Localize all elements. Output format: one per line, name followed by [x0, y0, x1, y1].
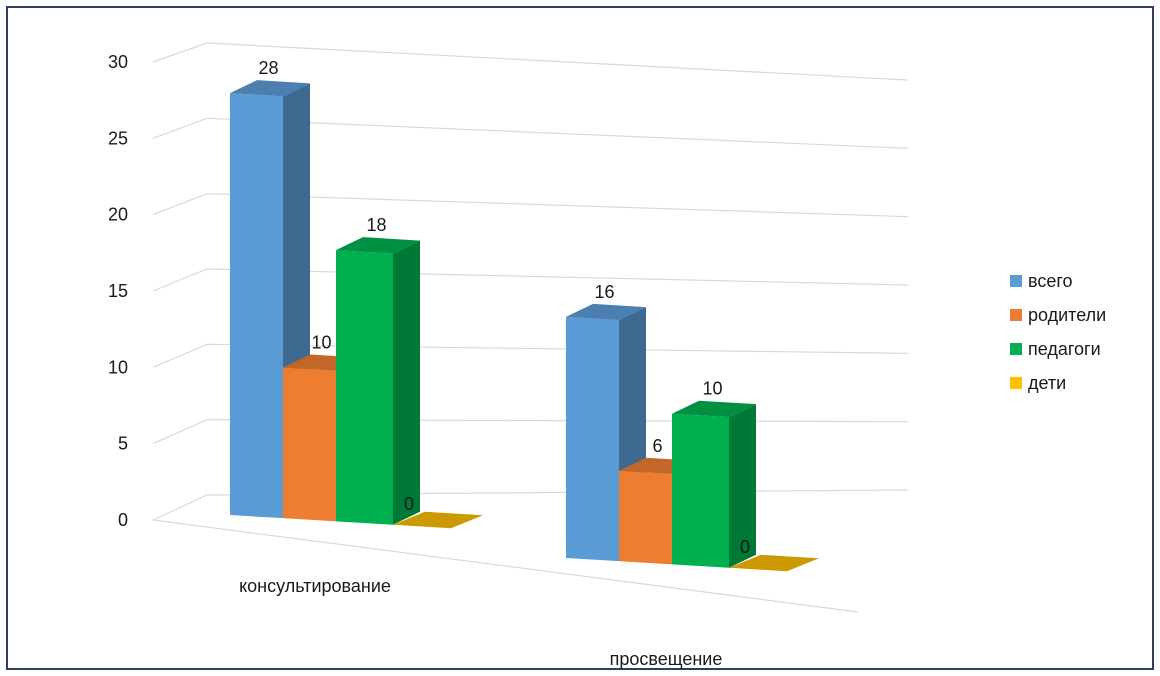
y-tick-label: 0	[118, 510, 128, 530]
bars	[230, 80, 819, 572]
floor-edge	[152, 519, 859, 613]
legend-label: родители	[1028, 304, 1107, 325]
data-label: 18	[366, 215, 386, 235]
y-tick-label: 5	[118, 434, 128, 454]
bar-1-3	[729, 554, 819, 572]
legend-item: всего	[1010, 264, 1106, 298]
legend-item: педагоги	[1010, 332, 1106, 366]
legend-item: родители	[1010, 298, 1106, 332]
legend-item: дети	[1010, 366, 1106, 400]
data-label: 0	[740, 537, 750, 557]
bar-0-3	[393, 511, 483, 529]
y-axis-ticks: 0 5 10 15 20 25 30	[108, 52, 128, 530]
legend-swatch	[1010, 309, 1022, 321]
data-label: 28	[258, 58, 278, 78]
legend-swatch	[1010, 377, 1022, 389]
legend-label: дети	[1028, 372, 1067, 393]
gridline	[152, 343, 909, 368]
legend-label: педагоги	[1028, 338, 1101, 359]
data-label: 16	[594, 282, 614, 302]
legend-swatch	[1010, 275, 1022, 287]
legend: всего родители педагоги дети	[1010, 264, 1106, 400]
gridline	[152, 42, 909, 81]
category-label: просвещение	[610, 649, 723, 669]
gridline	[152, 193, 909, 218]
bar-1-2	[672, 400, 756, 568]
y-tick-label: 10	[108, 357, 128, 377]
data-labels: 28 10 18 0 16 6 10 0	[258, 58, 750, 557]
data-label: 10	[311, 333, 331, 353]
legend-swatch	[1010, 343, 1022, 355]
data-label: 0	[404, 494, 414, 514]
y-tick-label: 25	[108, 128, 128, 148]
data-label: 10	[702, 379, 722, 399]
y-tick-label: 20	[108, 205, 128, 225]
category-label: консультирование	[239, 576, 391, 596]
gridline	[152, 117, 909, 149]
gridline	[152, 268, 909, 292]
y-tick-label: 15	[108, 281, 128, 301]
y-tick-label: 30	[108, 52, 128, 72]
data-label: 6	[652, 436, 662, 456]
category-labels: консультирование просвещение	[239, 576, 722, 669]
bar-0-2	[336, 237, 420, 525]
legend-label: всего	[1028, 270, 1073, 291]
